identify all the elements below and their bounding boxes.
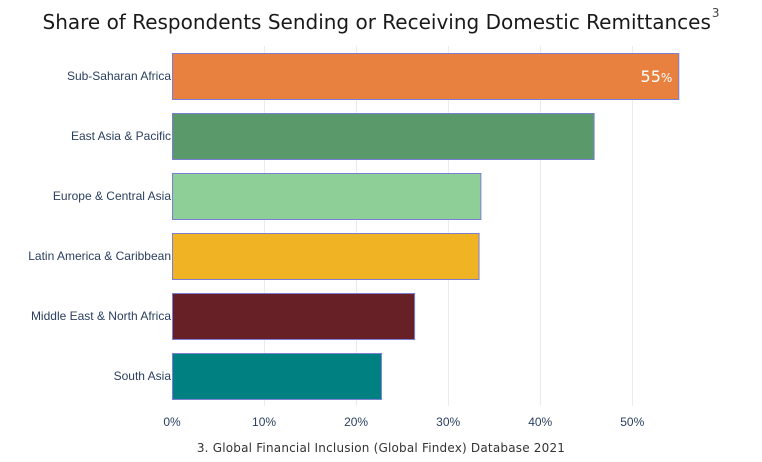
- category-label: Europe & Central Asia: [53, 189, 171, 203]
- category-label: Middle East & North Africa: [31, 309, 171, 323]
- x-axis-ticks: 0% 10% 20% 30% 40% 50%: [163, 415, 644, 429]
- bar: [172, 293, 416, 340]
- category-labels: Sub-Saharan Africa East Asia & Pacific Eur…: [28, 69, 171, 383]
- bar: [172, 233, 480, 280]
- category-label: Latin America & Caribbean: [28, 249, 171, 263]
- bar: [172, 173, 482, 220]
- chart-title-text: Share of Respondents Sending or Receivin…: [42, 10, 711, 34]
- x-tick-label: 20%: [344, 415, 368, 429]
- gridlines: [264, 46, 633, 406]
- x-tick-label: 30%: [436, 415, 460, 429]
- data-labels: 55%: [641, 67, 673, 86]
- category-label: Sub-Saharan Africa: [67, 69, 171, 83]
- bar: [172, 353, 382, 400]
- x-tick-label: 10%: [252, 415, 276, 429]
- bar: [172, 53, 680, 100]
- bar: [172, 113, 595, 160]
- category-label: South Asia: [114, 369, 172, 383]
- chart-title: Share of Respondents Sending or Receivin…: [0, 6, 762, 34]
- title-footnote-marker: 3: [711, 6, 720, 21]
- category-label: East Asia & Pacific: [71, 129, 171, 143]
- source-note: 3. Global Financial Inclusion (Global Fi…: [196, 441, 566, 455]
- x-tick-label: 40%: [528, 415, 552, 429]
- x-tick-label: 0%: [163, 415, 181, 429]
- x-tick-label: 50%: [620, 415, 644, 429]
- data-label: 55%: [641, 67, 673, 86]
- bars: [172, 53, 680, 400]
